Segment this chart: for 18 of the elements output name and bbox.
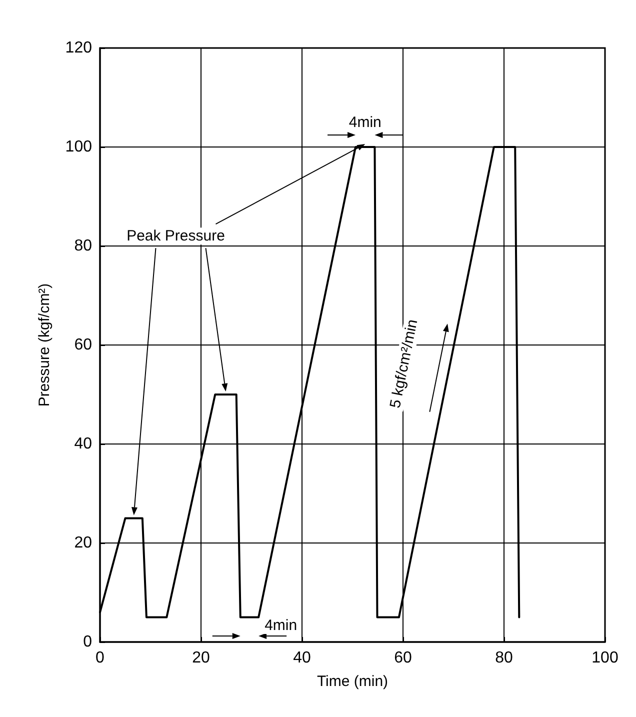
annotation: Peak Pressure (126, 228, 225, 245)
x-tick-label: 80 (495, 650, 513, 666)
y-axis-title: Pressure (kgf/cm²) (36, 283, 53, 407)
x-tick-label: 40 (293, 650, 311, 666)
y-tick-label: 80 (74, 238, 92, 254)
y-tick-label: 20 (74, 534, 92, 552)
y-tick-label: 100 (65, 138, 92, 156)
y-tick-label: 40 (74, 436, 92, 452)
annotation: 4min (264, 617, 298, 634)
annotation: 4min (348, 114, 382, 131)
x-axis-title: Time (min) (316, 673, 388, 690)
y-tick-label: 0 (83, 634, 92, 650)
x-tick-label: 100 (592, 650, 618, 666)
x-tick-label: 60 (394, 650, 412, 666)
y-tick-label: 120 (65, 40, 92, 56)
x-tick-label: 20 (192, 650, 210, 666)
y-tick-label: 60 (74, 336, 92, 354)
x-tick-label: 0 (96, 650, 105, 666)
